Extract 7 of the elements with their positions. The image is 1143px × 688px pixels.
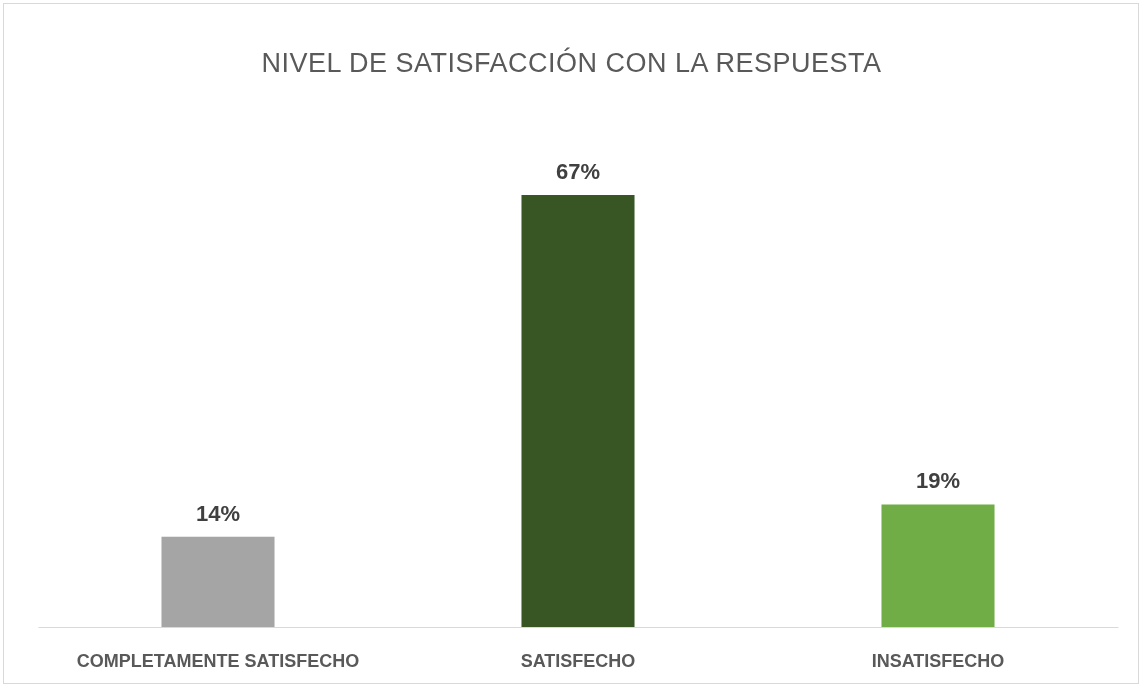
data-label: 67% xyxy=(555,159,601,184)
data-label: 19% xyxy=(915,468,961,494)
x-tick-label: INSATISFECHO xyxy=(871,650,1005,671)
chart-title: NIVEL DE SATISFACCIÓN CON LA RESPUESTA xyxy=(261,47,882,78)
x-tick-label: COMPLETAMENTE SATISFECHO xyxy=(76,650,360,671)
data-label: 14% xyxy=(195,500,241,526)
x-tick-label: SATISFECHO xyxy=(520,650,636,671)
